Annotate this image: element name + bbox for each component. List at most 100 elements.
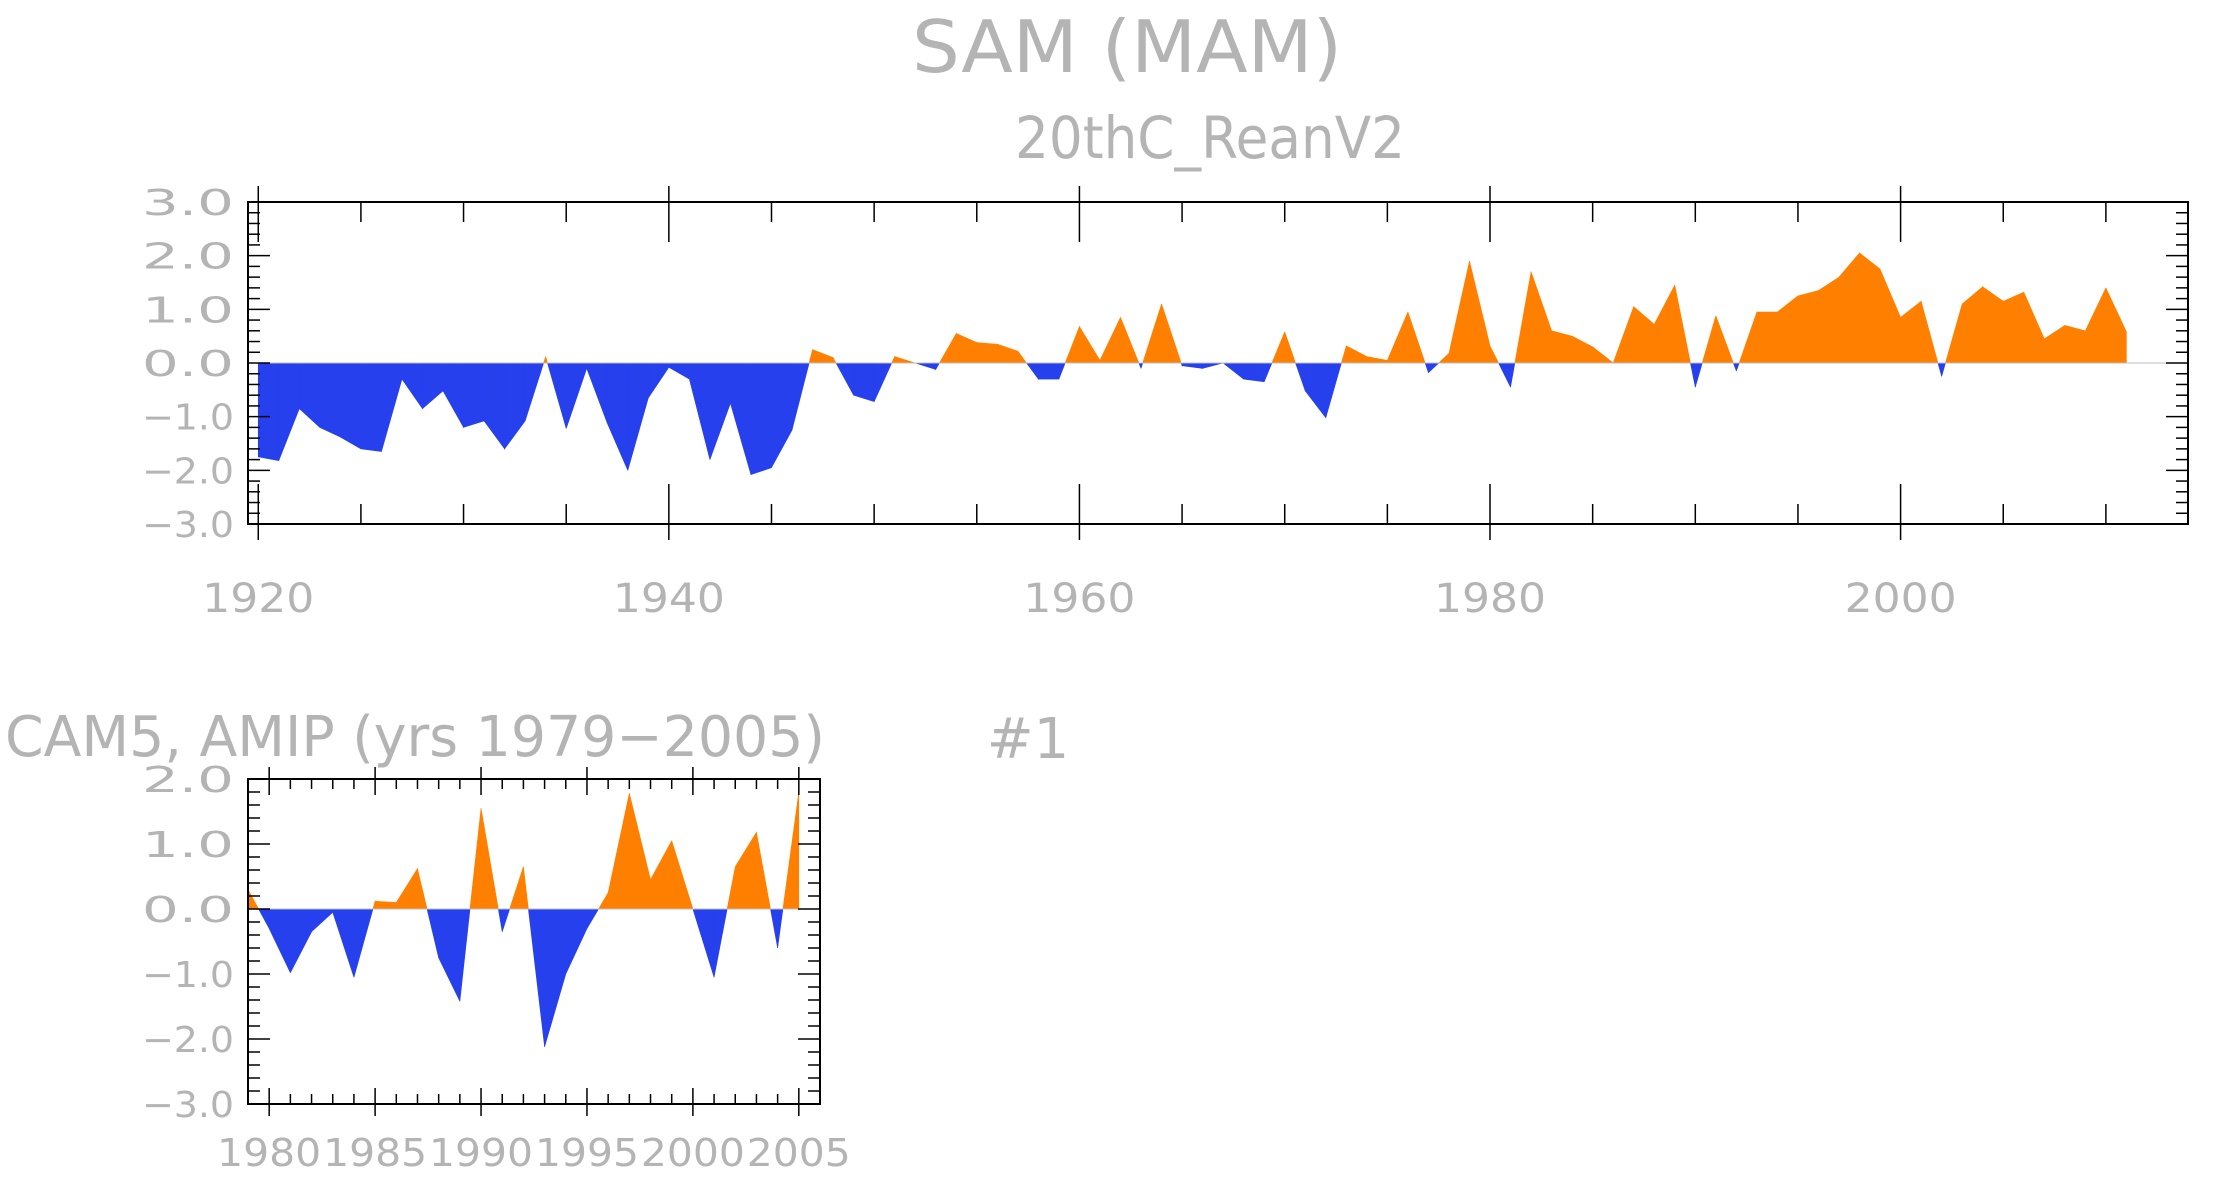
- y-tick-label: −1.0: [142, 398, 234, 439]
- area-segment: [381, 362, 403, 452]
- y-tick-label: −2.0: [142, 1020, 234, 1061]
- area-segment: [777, 908, 784, 949]
- area-segment: [1120, 317, 1140, 364]
- area-segment: [360, 362, 382, 452]
- area-segment: [258, 908, 270, 929]
- area-segment: [709, 362, 731, 460]
- area-segment: [1530, 271, 1552, 364]
- area-segment: [1738, 311, 1758, 364]
- x-tick-label: 1960: [1023, 576, 1135, 622]
- area-segment: [627, 362, 649, 471]
- area-segment: [891, 356, 895, 364]
- area-segment: [692, 908, 715, 978]
- area-segment: [853, 362, 875, 403]
- reanalysis-y-tick-labels: −3.0 −2.0 −1.0 0.0 1.0 2.0 3.0: [142, 183, 234, 546]
- y-tick-label: 1.0: [142, 290, 234, 331]
- y-tick-label: −3.0: [142, 1085, 234, 1126]
- cam5-ticks: [247, 767, 821, 1116]
- area-segment: [1498, 362, 1511, 388]
- area-segment: [1099, 317, 1121, 364]
- area-segment: [340, 362, 362, 450]
- area-segment: [1777, 295, 1799, 364]
- area-segment: [1341, 345, 1347, 364]
- x-tick-label: 1980: [217, 1131, 321, 1175]
- x-tick-label: 1980: [1434, 576, 1546, 622]
- area-segment: [1304, 362, 1327, 419]
- area-segment: [1038, 362, 1060, 380]
- area-segment: [2105, 287, 2127, 364]
- area-segment: [547, 362, 567, 429]
- area-segment: [832, 357, 837, 364]
- reanalysis-x-tick-labels: 1920 1940 1960 1980 2000: [202, 576, 1956, 622]
- area-segment: [1243, 362, 1265, 383]
- area-segment: [278, 362, 300, 461]
- y-tick-label: −1.0: [142, 955, 234, 996]
- area-segment: [1407, 311, 1426, 364]
- area-segment: [629, 793, 651, 910]
- area-segment: [501, 908, 511, 932]
- y-tick-label: −2.0: [142, 451, 234, 492]
- area-segment: [1325, 362, 1342, 418]
- area-segment: [668, 362, 690, 380]
- area-segment: [2085, 287, 2107, 364]
- area-segment: [545, 356, 548, 364]
- x-tick-label: 2005: [747, 1131, 851, 1175]
- y-tick-label: 3.0: [142, 183, 234, 224]
- area-segment: [1222, 362, 1244, 380]
- area-segment: [438, 908, 461, 1002]
- area-segment: [1674, 285, 1691, 364]
- area-segment: [1025, 362, 1039, 381]
- area-segment: [1489, 345, 1500, 364]
- area-segment: [915, 362, 937, 370]
- area-segment: [1161, 303, 1182, 364]
- y-tick-label: −3.0: [142, 505, 234, 546]
- area-segment: [1756, 311, 1778, 364]
- area-segment: [1695, 362, 1703, 388]
- area-segment: [734, 831, 757, 910]
- area-segment: [1142, 303, 1162, 364]
- area-segment: [1859, 252, 1881, 364]
- area-segment: [1448, 260, 1470, 364]
- area-segment: [955, 333, 978, 364]
- area-segment: [1271, 331, 1286, 364]
- area-segment: [1366, 356, 1388, 364]
- area-segment: [782, 791, 800, 910]
- y-tick-label: 0.0: [142, 344, 234, 385]
- area-segment: [835, 362, 854, 396]
- area-segment: [1295, 362, 1306, 392]
- area-segment: [257, 362, 280, 462]
- area-segment: [2064, 325, 2086, 364]
- area-segment: [606, 362, 629, 471]
- area-segment: [1284, 331, 1296, 364]
- area-segment: [1920, 301, 1939, 364]
- area-segment: [586, 362, 608, 424]
- area-segment: [2023, 292, 2045, 364]
- area-segment: [290, 908, 312, 973]
- area-segment: [1514, 271, 1532, 364]
- area-segment: [976, 342, 998, 364]
- area-segment: [1900, 300, 1922, 364]
- area-segment: [469, 808, 482, 910]
- x-tick-label: 1920: [202, 576, 314, 622]
- area-segment: [497, 908, 503, 932]
- area-segment: [1064, 326, 1080, 364]
- x-tick-label: 1940: [613, 576, 725, 622]
- area-segment: [1571, 335, 1593, 364]
- area-segment: [417, 868, 428, 910]
- area-segment: [524, 362, 545, 422]
- area-segment: [483, 362, 505, 450]
- x-tick-label: 2000: [641, 1131, 745, 1175]
- area-segment: [1079, 325, 1101, 364]
- area-segment: [1510, 362, 1516, 388]
- area-segment: [730, 362, 752, 475]
- area-segment: [1469, 260, 1491, 364]
- area-segment: [1202, 362, 1224, 369]
- area-segment: [771, 362, 793, 468]
- area-segment: [713, 908, 728, 978]
- area-segment: [442, 362, 464, 429]
- area-segment: [1551, 330, 1573, 364]
- area-segment: [463, 362, 485, 428]
- area-segment: [1346, 345, 1368, 364]
- x-tick-label: 2000: [1845, 576, 1957, 622]
- area-segment: [268, 908, 291, 973]
